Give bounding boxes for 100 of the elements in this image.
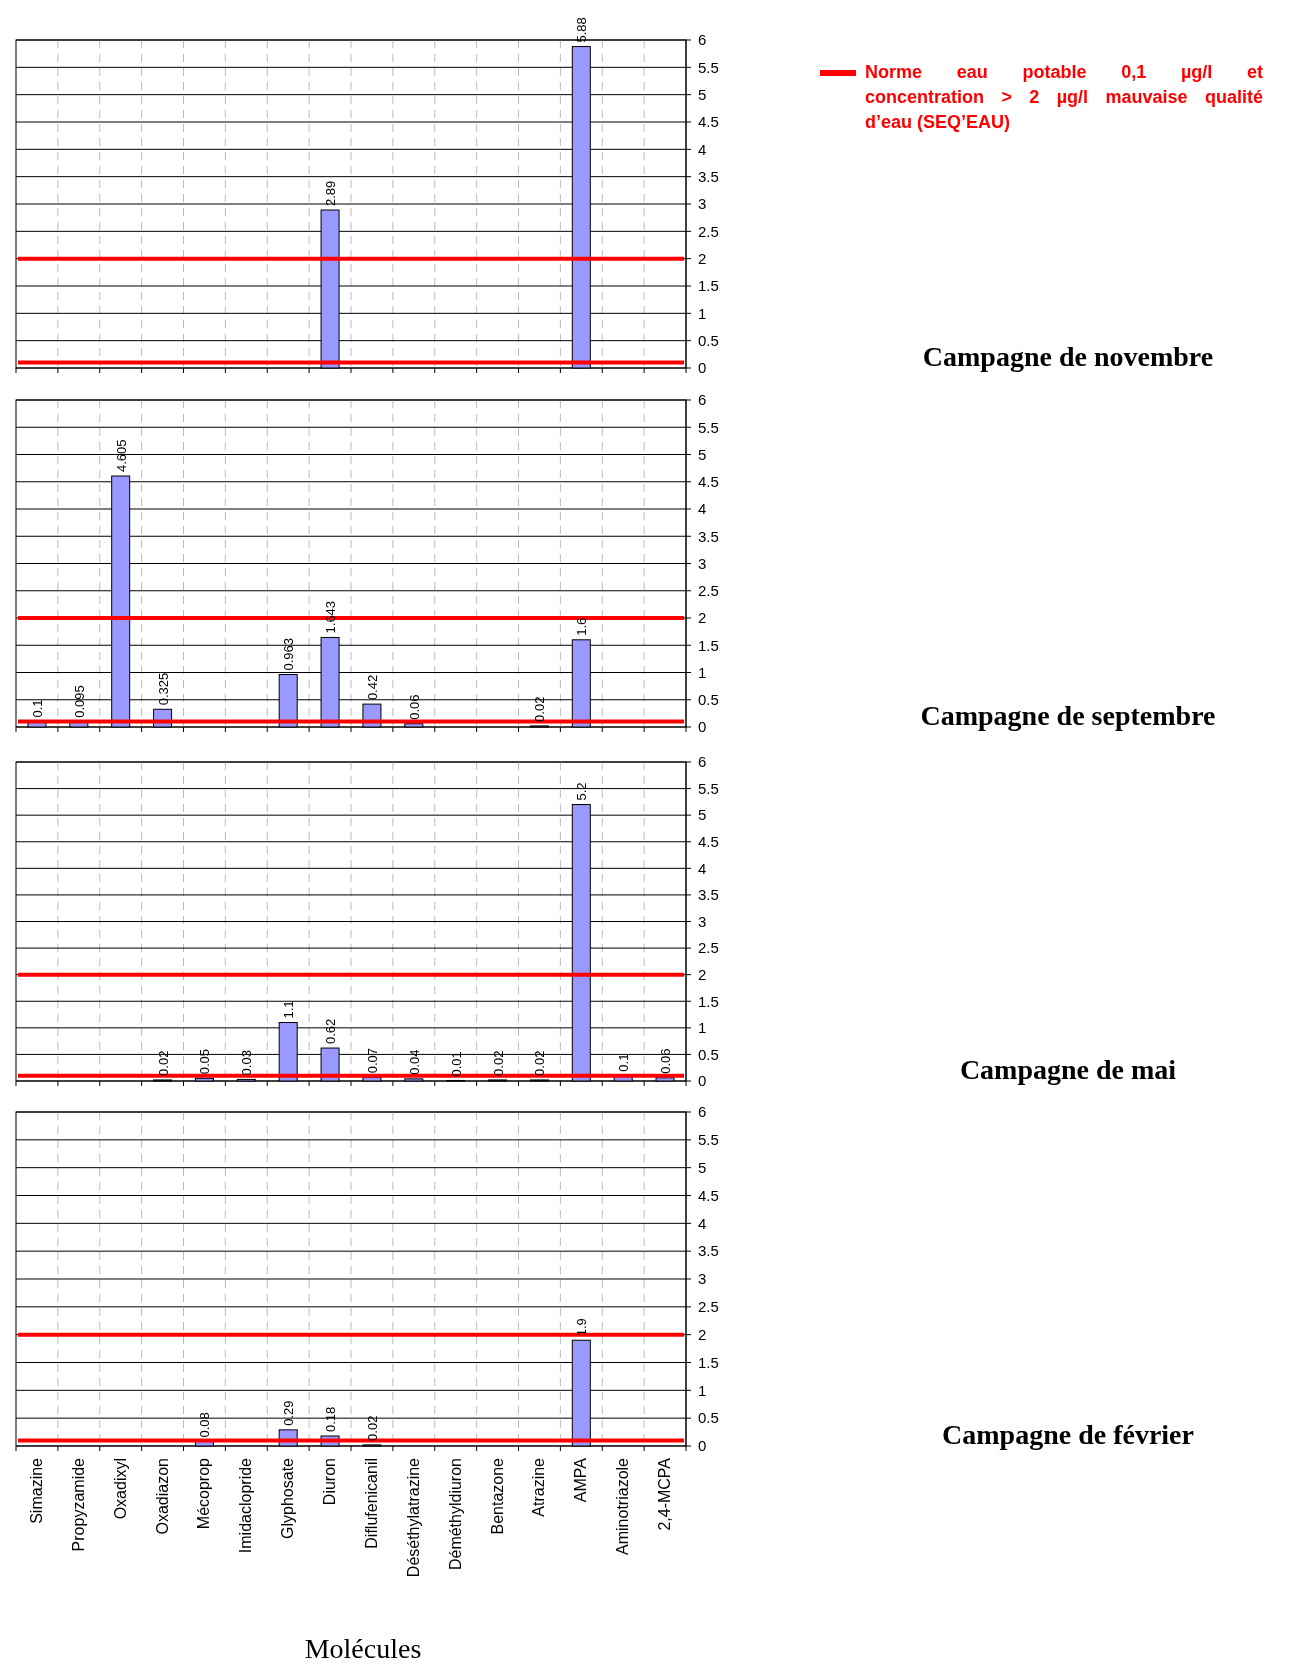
x-axis-title: Molécules: [304, 1633, 422, 1664]
y-tick-label: 4.5: [698, 113, 719, 131]
data-label: 0.07: [364, 1047, 380, 1074]
y-tick-label: 3.5: [698, 1242, 719, 1260]
data-label: 0.03: [239, 1050, 255, 1076]
y-tick-label: 6: [698, 1103, 707, 1121]
x-tick-label: Bentazone: [488, 1457, 506, 1535]
y-tick-label: 2: [698, 609, 707, 627]
x-tick-label: Glyphosate: [279, 1457, 297, 1539]
y-tick-label: 5.5: [698, 418, 719, 436]
x-tick-label: Mécoprop: [195, 1457, 213, 1530]
y-tick-label: 1: [698, 663, 707, 681]
y-tick-label: 0: [698, 359, 707, 377]
data-label: 0.325: [155, 672, 171, 706]
y-tick-label: 2.5: [698, 222, 719, 240]
y-tick-label: 2.5: [698, 1298, 719, 1316]
x-tick-label: Déméthyldiuron: [446, 1458, 464, 1571]
x-tick-label: 2,4-MCPA: [656, 1457, 674, 1531]
data-label: 0.963: [281, 637, 297, 671]
data-label: 0.62: [323, 1018, 339, 1045]
data-label: 0.01: [448, 1051, 464, 1077]
data-label: 0.42: [364, 674, 380, 701]
text: Campagne de février: [942, 1419, 1194, 1450]
y-tick-label: 5: [698, 1158, 707, 1176]
y-tick-label: 4: [698, 1214, 707, 1232]
y-tick-label: 0.5: [698, 691, 719, 708]
y-tick-label: 0.5: [698, 331, 719, 349]
data-label: 0.1: [616, 1053, 632, 1072]
data-label: 0.06: [658, 1048, 674, 1074]
x-tick-label: Diflufenicanil: [362, 1458, 380, 1549]
x-tick-label: Atrazine: [530, 1457, 548, 1517]
y-tick-label: 5: [698, 445, 707, 463]
data-label: 5.88: [574, 17, 590, 43]
text: Campagne de novembre: [922, 341, 1214, 372]
data-label: 0.05: [197, 1049, 213, 1075]
x-tick-label: Aminotriazole: [614, 1457, 632, 1555]
x-tick-label: AMPA: [572, 1457, 590, 1503]
y-tick-label: 2.5: [698, 939, 719, 957]
y-tick-label: 1: [698, 304, 707, 322]
data-label: 0.02: [490, 1050, 506, 1076]
y-tick-label: 1.5: [698, 992, 719, 1010]
x-tick-label: Déséthylatrazine: [404, 1457, 422, 1578]
data-label: 0.02: [532, 1050, 548, 1076]
text: Campagne de septembre: [920, 700, 1216, 731]
x-tick-label: Imidaclopride: [237, 1457, 255, 1554]
x-tick-label: Simazine: [27, 1457, 45, 1524]
y-tick-label: 0: [698, 1437, 707, 1455]
y-tick-label: 5: [698, 85, 707, 103]
y-tick-label: 1.5: [698, 277, 719, 295]
data-label: 1.9: [574, 1318, 590, 1337]
y-tick-label: 2: [698, 1325, 707, 1343]
text: Norme eau potable 0,1 µg/l et concentration > 2 µg/l mauvaise qualité d’eau (SEQ’EAU): [865, 62, 1264, 132]
y-tick-label: 6: [698, 753, 707, 771]
y-tick-label: 5.5: [698, 1131, 719, 1149]
data-label: 0.08: [197, 1412, 213, 1438]
x-tick-label: Oxadiazon: [153, 1458, 171, 1535]
y-tick-label: 5.5: [698, 58, 719, 76]
data-label: 0.04: [406, 1049, 422, 1075]
y-tick-label: 3: [698, 912, 707, 930]
y-tick-label: 5: [698, 806, 707, 824]
data-label: 0.02: [364, 1415, 380, 1441]
y-tick-label: 0.5: [698, 1409, 719, 1427]
y-tick-label: 4.5: [698, 1186, 719, 1204]
data-label: 0.06: [406, 694, 422, 720]
y-tick-label: 2: [698, 965, 707, 983]
y-tick-label: 1: [698, 1019, 707, 1037]
y-tick-label: 0: [698, 718, 707, 736]
data-label: 1.643: [323, 600, 339, 634]
data-label: 0.095: [71, 685, 87, 718]
y-tick-label: 6: [698, 31, 707, 49]
x-tick-label: Propyzamide: [69, 1457, 87, 1552]
y-tick-label: 1: [698, 1381, 707, 1399]
y-tick-label: 4: [698, 859, 707, 877]
x-tick-label: Diuron: [321, 1458, 339, 1506]
y-tick-label: 0: [698, 1072, 707, 1090]
data-label: 2.89: [323, 180, 339, 207]
y-tick-label: 3.5: [698, 886, 719, 904]
y-tick-label: 2.5: [698, 582, 719, 599]
x-tick-label: Oxadixyl: [111, 1458, 129, 1520]
text: Campagne de mai: [959, 1054, 1177, 1085]
y-tick-label: 4.5: [698, 473, 719, 490]
y-tick-label: 3.5: [698, 167, 719, 185]
data-label: 0.02: [532, 696, 548, 722]
y-tick-label: 5.5: [698, 779, 719, 797]
y-tick-label: 3: [698, 554, 707, 572]
data-label: 0.29: [281, 1400, 297, 1426]
data-label: 5.2: [574, 782, 590, 801]
data-label: 4.605: [113, 439, 129, 473]
y-tick-label: 4: [698, 500, 707, 518]
y-tick-label: 3: [698, 1270, 707, 1288]
y-tick-label: 6: [698, 391, 707, 409]
y-tick-label: 4.5: [698, 833, 719, 850]
y-tick-label: 3.5: [698, 527, 719, 545]
y-tick-label: 2: [698, 249, 707, 267]
data-label: 1.6: [574, 617, 590, 636]
y-tick-label: 0.5: [698, 1045, 719, 1063]
y-tick-label: 3: [698, 195, 707, 213]
data-label: 0.1: [29, 699, 45, 718]
y-tick-label: 1.5: [698, 1353, 719, 1371]
data-label: 0.18: [323, 1406, 339, 1432]
